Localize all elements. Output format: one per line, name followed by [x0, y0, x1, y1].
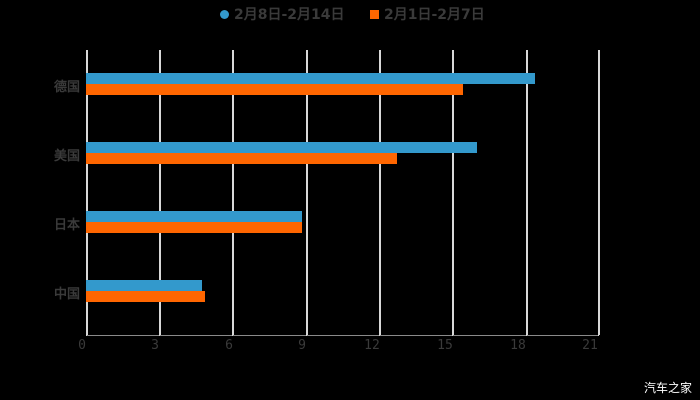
bar-usa-feb1-7[interactable]	[86, 153, 397, 164]
bar-china-feb8-14[interactable]	[86, 280, 202, 291]
category-label-china: 中国	[53, 287, 80, 302]
x-tick-label: 12	[364, 338, 380, 353]
x-tick-label: 18	[510, 338, 526, 353]
bar-germany-feb8-14[interactable]	[86, 73, 535, 84]
x-tick-label: 21	[582, 338, 598, 353]
x-tick-label: 3	[151, 338, 159, 353]
watermark: 汽车之家	[643, 381, 692, 395]
legend-label: 2月8日-2月14日	[234, 7, 345, 23]
legend-label: 2月1日-2月7日	[384, 7, 485, 23]
gridline	[159, 50, 161, 335]
x-tick-label: 15	[437, 338, 453, 353]
gridline	[86, 50, 88, 335]
legend-item-series-1[interactable]: 2月8日-2月14日	[220, 4, 345, 24]
gridline	[379, 50, 381, 335]
bar-china-feb1-7[interactable]	[86, 291, 205, 302]
category-label-usa: 美国	[53, 149, 80, 164]
bar-japan-feb1-7[interactable]	[86, 222, 302, 233]
gridline	[526, 50, 528, 335]
gridline	[452, 50, 454, 335]
circle-marker-icon	[220, 9, 229, 19]
bar-germany-feb1-7[interactable]	[86, 84, 463, 95]
x-tick	[306, 330, 307, 336]
gridline	[598, 50, 600, 335]
bar-japan-feb8-14[interactable]	[86, 211, 302, 222]
x-tick	[452, 330, 453, 336]
chart-legend: 2月8日-2月14日 2月1日-2月7日	[0, 4, 700, 24]
x-tick	[159, 330, 160, 336]
x-tick	[598, 330, 599, 336]
x-tick	[86, 330, 87, 336]
x-tick-label: 9	[298, 338, 306, 353]
x-tick	[232, 330, 233, 336]
x-tick	[379, 330, 380, 336]
category-label-japan: 日本	[53, 218, 80, 233]
gridline	[232, 50, 234, 335]
x-tick-label: 0	[78, 338, 86, 353]
x-tick-label: 6	[225, 338, 233, 353]
legend-item-series-2[interactable]: 2月1日-2月7日	[370, 4, 485, 24]
square-marker-icon	[370, 9, 379, 19]
x-tick	[526, 330, 527, 336]
x-axis-line	[86, 335, 599, 336]
gridline	[306, 50, 308, 335]
category-label-germany: 德国	[53, 80, 80, 95]
bar-usa-feb8-14[interactable]	[86, 142, 477, 153]
